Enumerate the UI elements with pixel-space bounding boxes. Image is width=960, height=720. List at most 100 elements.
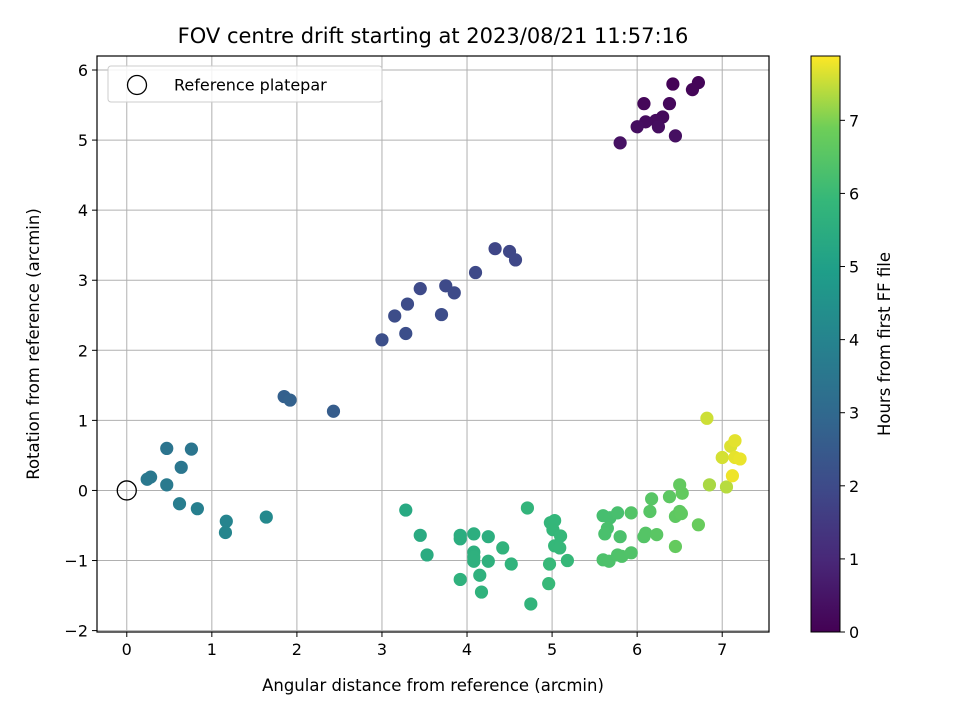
scatter-point [413,528,427,542]
scatter-point [453,572,467,587]
x-tick-label: 4 [462,640,472,659]
scatter-point [662,490,677,504]
x-tick-label: 0 [122,640,132,659]
scatter-point [630,120,644,134]
y-tick-label: 3 [78,271,88,290]
scatter-point [613,530,627,544]
scatter-point [453,532,467,546]
scatter-point [702,478,717,492]
scatter-point [715,450,729,465]
scatter-point [496,541,510,555]
scatter-point [520,501,535,515]
plot-frame [96,55,770,633]
scatter-point [218,525,233,540]
colorbar-tick-label: 3 [849,404,859,423]
colorbar-tick-label: 4 [849,331,859,350]
scatter-point [645,492,659,506]
y-tick-label: 0 [78,481,88,500]
scatter-point [174,460,188,474]
scatter-point [172,497,187,511]
scatter-point [504,557,518,571]
scatter-point [542,557,557,571]
scatter-point [725,469,740,483]
scatter-point [375,333,389,347]
plot-area [97,56,769,632]
x-axis-ticks: 0 1 2 3 4 5 6 7 [122,632,727,659]
legend-entry-label: Reference platepar [174,76,327,95]
scatter-point [467,527,481,541]
scatter-point [400,297,415,311]
scatter-point [553,529,568,543]
scatter-point [413,282,427,296]
scatter-point [481,554,495,568]
scatter-point [674,506,688,521]
scatter-point [610,506,625,520]
scatter-point [651,120,666,134]
scatter-point [140,472,154,486]
x-axis-label: Angular distance from reference (arcmin) [262,676,604,695]
scatter-point [598,527,612,541]
scatter-point [473,568,487,582]
x-tick-label: 2 [292,640,302,659]
y-tick-label: 5 [78,131,88,150]
colorbar-tick-label: 0 [849,623,859,642]
legend-box [107,65,383,103]
scatter-point [488,242,502,256]
scatter-point [637,97,651,111]
scatter-point [468,265,483,280]
scatter-point [184,442,199,456]
reference-marker-group [116,480,137,501]
scatter-point [733,452,747,466]
colorbar-tick-label: 6 [849,184,859,203]
scatter-point [219,514,233,528]
scatter-point [434,307,449,322]
reference-platepar-marker [116,480,137,501]
y-axis-ticks: −2 −1 0 1 2 3 4 5 6 [64,61,97,641]
colorbar-tick-label: 2 [849,477,859,496]
scatter-point [613,136,627,150]
colorbar-tick-label: 1 [849,550,859,569]
y-tick-label: −1 [64,552,88,571]
scatter-point [700,411,714,425]
scatter-point [399,503,413,517]
x-tick-label: 1 [207,640,217,659]
scatter-point [560,553,575,568]
y-tick-label: 6 [78,61,88,80]
scatter-point [639,526,653,540]
scatter-point [624,506,638,520]
scatter-point [650,527,664,542]
legend: Reference platepar [107,65,383,103]
y-axis-label: Rotation from reference (arcmin) [24,208,43,480]
colorbar-ticks: 0 1 2 3 4 5 6 7 [840,111,859,642]
y-tick-label: 2 [78,341,88,360]
x-tick-label: 7 [717,640,727,659]
scatter-point [673,478,687,492]
scatter-point [447,286,461,300]
scatter-point [508,253,523,267]
scatter-point [388,309,402,323]
y-tick-label: −2 [64,622,88,641]
scatter-point [474,585,489,599]
scatter-point [624,546,638,560]
scatter-point [728,434,742,448]
scatter-point [553,541,567,555]
scatter-point [666,77,680,91]
scatter-point [283,393,297,407]
scatter-point [542,577,556,591]
scatter-point [668,129,683,143]
y-tick-label: 4 [78,201,88,220]
scatter-point [691,518,705,532]
scatter-point [719,480,734,494]
scatter-point [160,478,174,492]
scatter-point [190,502,204,516]
x-tick-label: 5 [547,640,557,659]
scatter-point [259,510,273,524]
scatter-point [524,597,538,611]
scatter-point [668,539,683,554]
scatter-point [481,530,495,544]
gridlines [97,56,769,632]
chart-title: FOV centre drift starting at 2023/08/21 … [178,24,689,48]
scatter-point [662,97,677,111]
scatter-point [467,554,481,568]
